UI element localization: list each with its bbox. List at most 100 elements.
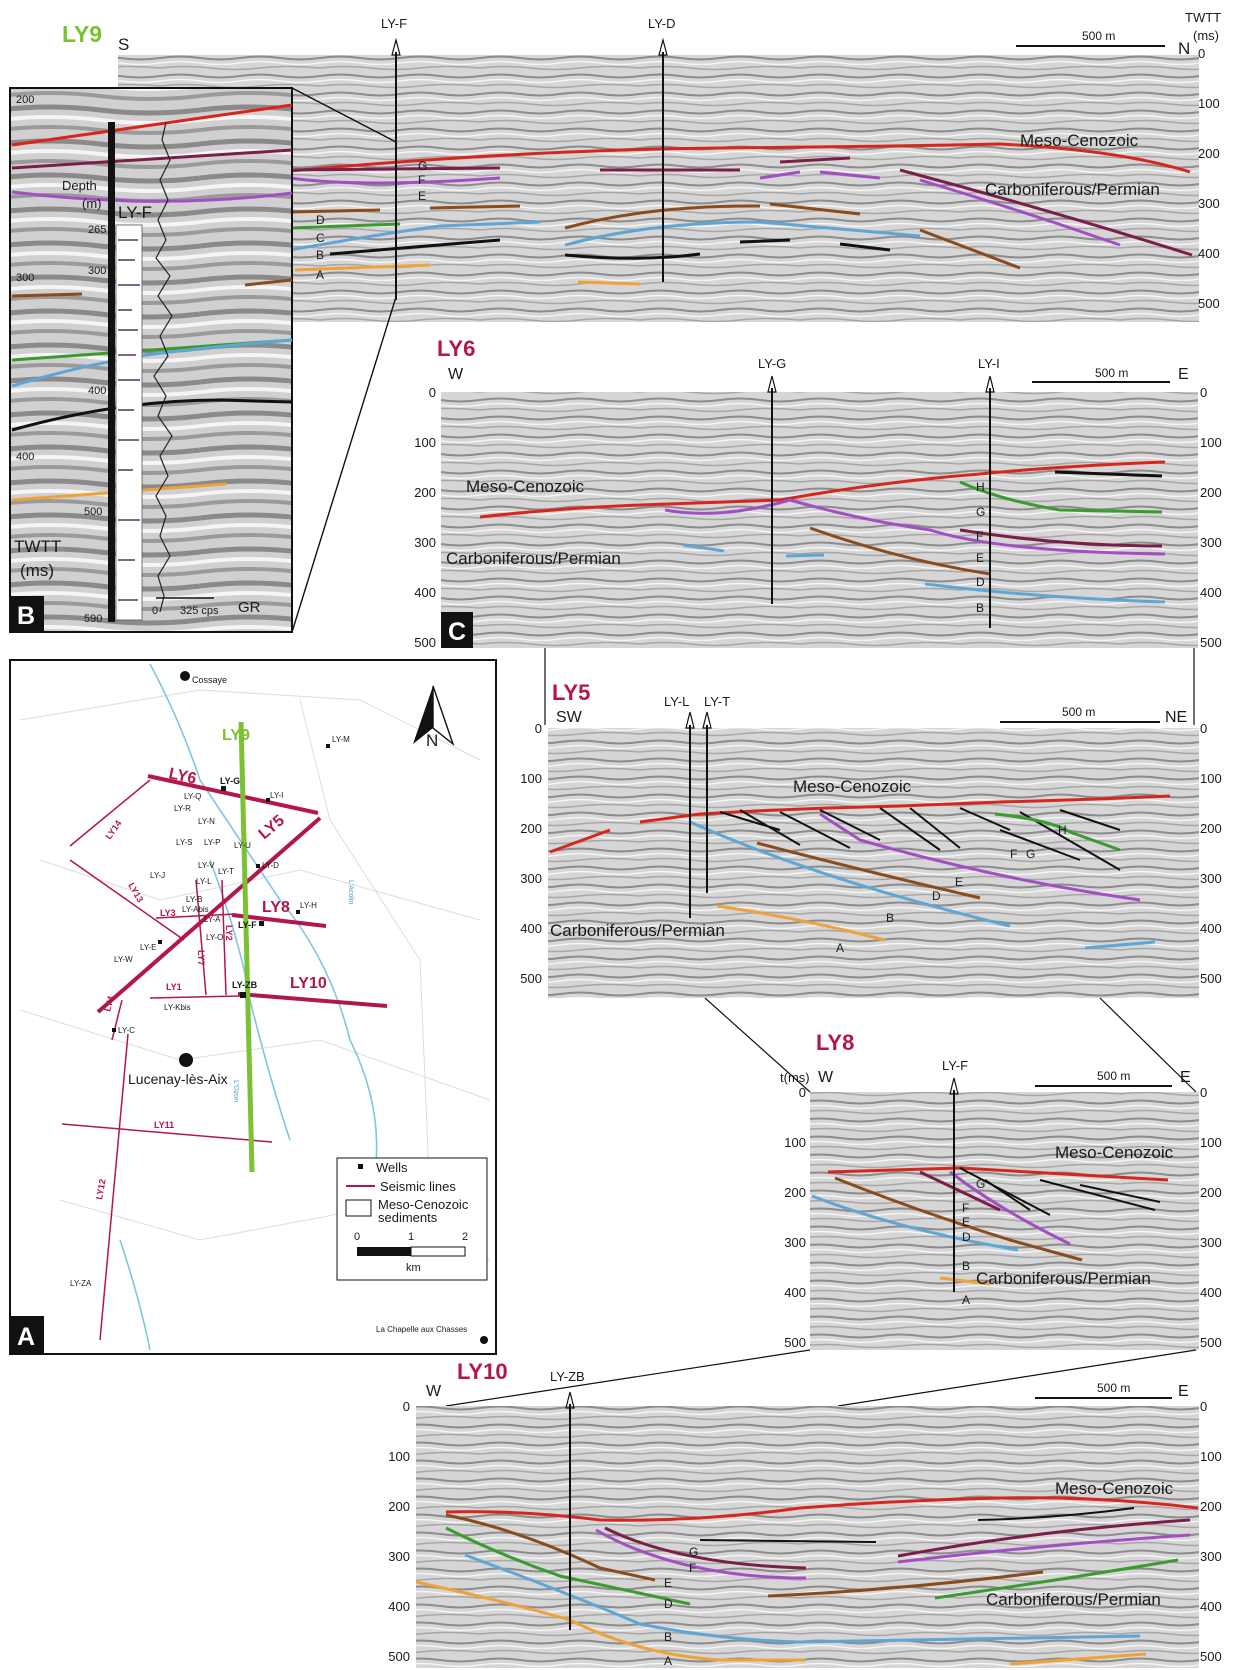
ly6-tick: 400 <box>414 585 436 600</box>
panel-ly5: LY5 SW NE 500 m 0 100 200 300 400 500 0 … <box>520 680 1222 1093</box>
town-marker <box>180 671 190 681</box>
ly6-horizon-blue <box>682 543 1166 604</box>
scale-tick: 2 <box>462 1231 468 1243</box>
ly10-horizon-red <box>445 1496 1199 1522</box>
ly10-tick: 200 <box>388 1499 410 1514</box>
ly8-horizon-red <box>827 1166 1169 1182</box>
ly5-horizon-label: D <box>932 889 941 903</box>
map-well-marker <box>240 992 246 998</box>
ly5-horizon-label: B <box>886 911 894 925</box>
b-depth-tick: 265 <box>88 224 106 236</box>
map-well-label: LY-V <box>198 861 215 870</box>
ly10-horizon-purple <box>595 1528 1191 1580</box>
ly8-well-ly-f: LY-F <box>942 1058 968 1292</box>
map-town-label: Cossaye <box>192 675 227 685</box>
ly10-horizon-maroon <box>604 1518 1191 1570</box>
ly10-horizon-label: F <box>689 1561 696 1575</box>
ly9-horizon-label: D <box>316 213 325 227</box>
b-seismic <box>9 87 293 633</box>
ly10-direction-left: W <box>426 1383 442 1400</box>
ly8-horizon-blue <box>811 1194 1019 1252</box>
ly5-direction-right: NE <box>1165 709 1187 726</box>
map-letter-box <box>10 1316 44 1354</box>
ly5-horizon-orange <box>716 904 886 942</box>
map-line-label: LY2 <box>224 925 234 941</box>
ly6-seismic-section <box>441 392 1198 648</box>
ly5-tick: 300 <box>520 871 542 886</box>
legend-well-marker <box>358 1164 363 1169</box>
ly10-tick: 0 <box>1200 1399 1207 1414</box>
ly9-tick: 0 <box>1198 46 1205 61</box>
ly9-zoom-connector <box>291 87 397 143</box>
b-horizon-red <box>11 103 293 147</box>
ly6-tick: 500 <box>414 635 436 650</box>
ly10-title: LY10 <box>457 1359 508 1384</box>
ly10-tick-labels-right: 0 100 200 300 400 500 <box>1200 1399 1222 1664</box>
ly9-zoom-connector <box>291 296 397 633</box>
ly6-well-ly-g: LY-G <box>758 356 786 604</box>
ly6-horizon-label: D <box>976 575 985 589</box>
map-line-ly1 <box>149 995 241 999</box>
ly6-direction-right: E <box>1178 366 1189 383</box>
ly5-tick-labels-left: 0 100 200 300 400 500 <box>520 721 542 986</box>
ly9-horizon-label: C <box>316 231 325 245</box>
ly6-unit-meso: Meso-Cenozoic <box>466 477 585 496</box>
ly9-horizon-purple <box>289 170 1121 247</box>
ly6-tick-labels-left: 0 100 200 300 400 500 <box>414 385 436 650</box>
legend-label-cont: sediments <box>378 1210 438 1225</box>
ly5-seismic-section <box>548 728 1199 998</box>
ly5-unit-carb: Carboniferous/Permian <box>550 921 725 940</box>
ly5-tick: 300 <box>1200 871 1222 886</box>
b-depth-label: Depth <box>62 178 97 193</box>
map-well-label: LY-Q <box>184 792 201 801</box>
derrick-icon <box>391 37 401 56</box>
ly10-tick: 100 <box>388 1449 410 1464</box>
b-horizon-blue <box>11 338 293 388</box>
ly10-tick: 300 <box>1200 1549 1222 1564</box>
ly8-horizon-orange <box>939 1276 991 1286</box>
ly5-tick-labels-right: 0 100 200 300 400 500 <box>1200 721 1222 986</box>
ly6-horizon-label: F <box>976 529 983 543</box>
derrick-icon <box>702 711 712 729</box>
ly8-tick: 100 <box>784 1135 806 1150</box>
ly6-direction-left: W <box>448 366 464 383</box>
map-well-marker <box>266 798 270 802</box>
ly9-horizon-label: A <box>316 268 324 282</box>
ly9-title: LY9 <box>62 21 102 47</box>
ly6-tick-labels-right: 0 100 200 300 400 500 <box>1200 385 1222 650</box>
ly5-horizon-black-faults <box>719 807 1121 871</box>
map-line-label: LY3 <box>160 908 176 918</box>
ly5-horizon-label: F <box>1010 847 1017 861</box>
scale-tick: 0 <box>354 1231 360 1243</box>
ly10-horizon-labels: G F E D B A <box>664 1545 698 1668</box>
ly8-tick: 500 <box>784 1335 806 1350</box>
map-well-label: LY-P <box>204 838 220 847</box>
ly5-tick: 100 <box>520 771 542 786</box>
ly9-seismic-section <box>118 55 1199 322</box>
ly5-well-label: LY-T <box>704 694 730 709</box>
ly5-horizons <box>549 794 1171 950</box>
ly9-horizon-black <box>329 238 891 260</box>
ly10-unit-meso: Meso-Cenozoic <box>1055 1479 1174 1498</box>
ly5-horizon-label: H <box>1058 823 1067 837</box>
map-well-label: LY-G <box>220 776 240 786</box>
ly8-connector <box>837 1349 1197 1407</box>
ly10-horizon-brown <box>445 1513 1044 1598</box>
ly6-letter: C <box>448 618 466 646</box>
ly8-tick-labels-left: 0 100 200 300 400 500 <box>784 1085 806 1350</box>
ly9-horizon-label: E <box>418 189 426 203</box>
ly5-scale-label: 500 m <box>1062 705 1095 719</box>
ly10-tick: 100 <box>1200 1449 1222 1464</box>
map-river-label: L'Ozon <box>232 1080 239 1102</box>
map-line-label: LY12 <box>94 1178 107 1200</box>
ly6-horizon-label: G <box>976 505 985 519</box>
ly9-tick: 200 <box>1198 146 1220 161</box>
ly8-well-label: LY-F <box>942 1058 968 1073</box>
ly8-tick: 200 <box>1200 1185 1222 1200</box>
derrick-icon <box>658 37 668 56</box>
map-well-label: LY-ZA <box>70 1279 92 1288</box>
ly5-tick: 500 <box>1200 971 1222 986</box>
ly6-tick: 300 <box>414 535 436 550</box>
ly9-axis-title-2: (ms) <box>1193 28 1219 43</box>
map-line-label: LY9 <box>222 727 250 744</box>
